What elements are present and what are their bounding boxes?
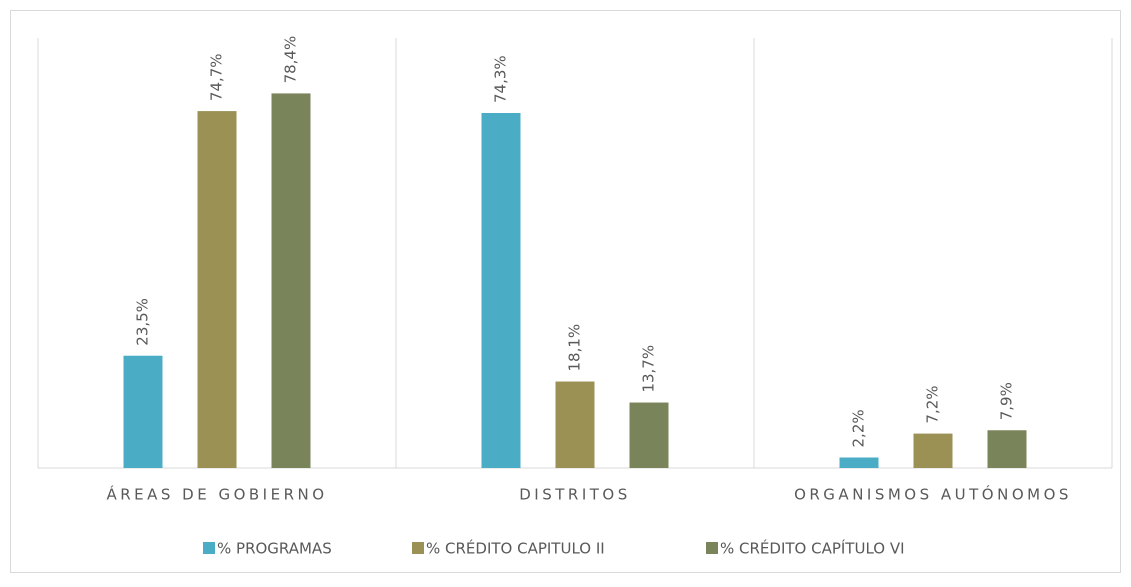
data-label: 74,7% [208,53,226,101]
data-label: 78,4% [282,36,300,84]
x-tick-label: ÁREAS DE GOBIERNO [106,485,327,504]
legend-label: % CRÉDITO CAPITULO II [426,539,605,558]
bar [197,111,237,468]
data-label: 23,5% [134,298,152,346]
bar [839,457,879,468]
bar [555,381,595,468]
data-label: 13,7% [640,345,658,393]
data-label: 7,9% [998,382,1016,420]
bar [481,113,521,468]
bar [629,402,669,468]
legend-swatch [706,542,718,554]
data-label: 7,2% [924,385,942,423]
legend-swatch [203,542,215,554]
chart-border [10,10,1121,573]
x-tick-label: DISTRITOS [519,486,631,504]
bar [913,433,953,468]
legend-label: % CRÉDITO CAPÍTULO VI [720,539,905,558]
bar [987,430,1027,468]
bar [271,93,311,468]
legend-swatch [412,542,424,554]
x-tick-label: ORGANISMOS AUTÓNOMOS [794,485,1072,504]
legend-label: % PROGRAMAS [217,540,332,558]
data-label: 2,2% [850,409,868,447]
bar [123,355,163,468]
data-label: 18,1% [566,324,584,372]
data-label: 74,3% [492,55,510,103]
